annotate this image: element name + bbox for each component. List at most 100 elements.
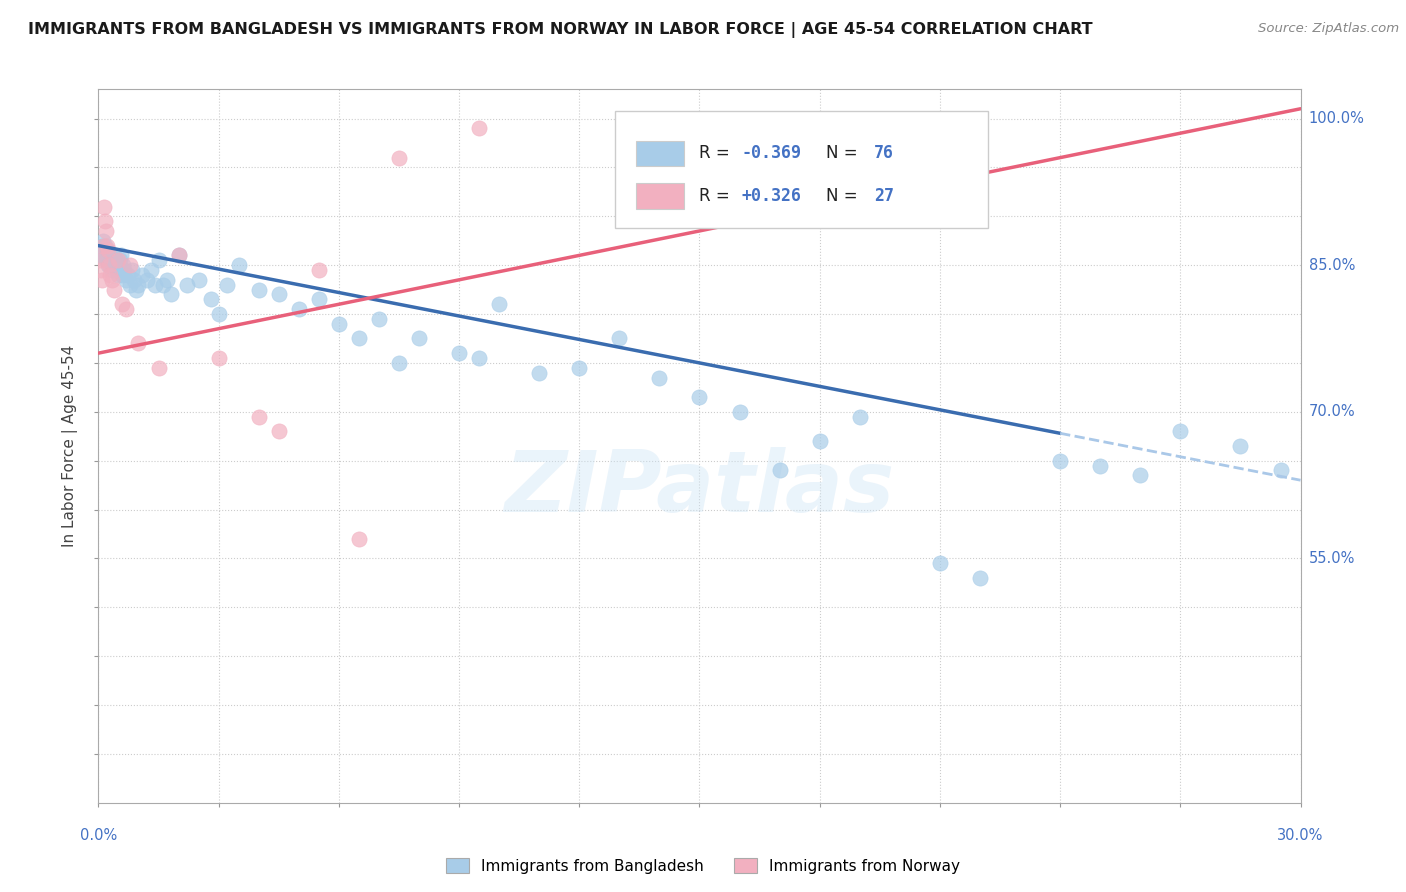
Point xyxy=(103,258,125,272)
Point xyxy=(103,248,125,262)
Point xyxy=(1270,463,1292,477)
Point xyxy=(208,307,231,321)
Point xyxy=(159,287,181,301)
Point xyxy=(388,151,411,165)
Point xyxy=(408,331,430,345)
Text: 27: 27 xyxy=(873,187,894,205)
Point xyxy=(94,238,117,252)
Point xyxy=(529,366,551,380)
Point xyxy=(97,258,120,272)
Point xyxy=(114,263,136,277)
Point xyxy=(115,302,138,317)
Point xyxy=(120,258,142,272)
Point xyxy=(121,263,143,277)
Point xyxy=(468,351,491,365)
Point xyxy=(96,253,118,268)
Point xyxy=(228,258,250,272)
Point xyxy=(107,253,129,268)
Point xyxy=(568,360,591,375)
Point xyxy=(111,297,134,311)
Point xyxy=(148,253,170,268)
Point xyxy=(90,263,112,277)
Text: 55.0%: 55.0% xyxy=(1309,551,1355,566)
Point xyxy=(267,425,290,439)
Point xyxy=(969,571,991,585)
Point xyxy=(89,244,111,258)
Point xyxy=(728,405,751,419)
Point xyxy=(112,258,135,272)
Point xyxy=(176,277,198,292)
Point xyxy=(488,297,510,311)
Point xyxy=(100,248,122,262)
Point xyxy=(167,248,190,262)
Point xyxy=(152,277,174,292)
Point xyxy=(89,253,111,268)
Point xyxy=(347,532,370,546)
Point xyxy=(103,283,125,297)
Point xyxy=(609,331,631,345)
Point xyxy=(167,248,190,262)
Point xyxy=(91,238,114,252)
Point xyxy=(1049,453,1071,467)
Point xyxy=(111,268,134,282)
Legend: Immigrants from Bangladesh, Immigrants from Norway: Immigrants from Bangladesh, Immigrants f… xyxy=(440,852,966,880)
Point xyxy=(328,317,350,331)
Point xyxy=(308,263,330,277)
Text: Source: ZipAtlas.com: Source: ZipAtlas.com xyxy=(1258,22,1399,36)
Point xyxy=(98,253,121,268)
Point xyxy=(139,263,162,277)
Text: IMMIGRANTS FROM BANGLADESH VS IMMIGRANTS FROM NORWAY IN LABOR FORCE | AGE 45-54 : IMMIGRANTS FROM BANGLADESH VS IMMIGRANTS… xyxy=(28,22,1092,38)
Point xyxy=(447,346,470,360)
Point xyxy=(101,263,124,277)
Point xyxy=(1229,439,1251,453)
Point xyxy=(768,463,790,477)
Point xyxy=(105,263,128,277)
Point xyxy=(90,248,112,262)
Point xyxy=(308,293,330,307)
Point xyxy=(93,248,115,262)
Point xyxy=(187,273,209,287)
Point xyxy=(104,253,127,268)
Point xyxy=(96,238,118,252)
Bar xyxy=(636,141,683,166)
Point xyxy=(120,277,142,292)
Point xyxy=(96,244,118,258)
Point xyxy=(468,121,491,136)
Text: R =: R = xyxy=(699,145,735,162)
Point xyxy=(94,214,117,228)
Point xyxy=(808,434,831,449)
Text: N =: N = xyxy=(825,145,863,162)
Point xyxy=(91,238,114,252)
Text: R =: R = xyxy=(699,187,735,205)
Text: 76: 76 xyxy=(873,145,894,162)
Point xyxy=(247,409,270,424)
Point xyxy=(100,253,122,268)
Point xyxy=(347,331,370,345)
Point xyxy=(688,390,710,404)
Point xyxy=(98,258,121,272)
Point xyxy=(200,293,222,307)
Point xyxy=(110,248,132,262)
Y-axis label: In Labor Force | Age 45-54: In Labor Force | Age 45-54 xyxy=(62,345,79,547)
Text: ZIPatlas: ZIPatlas xyxy=(505,447,894,531)
Point xyxy=(96,224,118,238)
Point xyxy=(110,253,132,268)
Point xyxy=(131,268,153,282)
Text: 100.0%: 100.0% xyxy=(1309,111,1365,126)
Point xyxy=(208,351,231,365)
Point xyxy=(108,258,131,272)
Point xyxy=(215,277,238,292)
Point xyxy=(135,273,157,287)
Text: 70.0%: 70.0% xyxy=(1309,404,1355,419)
Text: 0.0%: 0.0% xyxy=(80,828,117,843)
Point xyxy=(247,283,270,297)
Point xyxy=(143,277,166,292)
Text: -0.369: -0.369 xyxy=(741,145,801,162)
Point xyxy=(287,302,309,317)
Point xyxy=(101,273,124,287)
Point xyxy=(128,336,150,351)
Point xyxy=(148,360,170,375)
FancyBboxPatch shape xyxy=(616,111,988,228)
Point xyxy=(124,273,146,287)
Point xyxy=(105,258,128,272)
